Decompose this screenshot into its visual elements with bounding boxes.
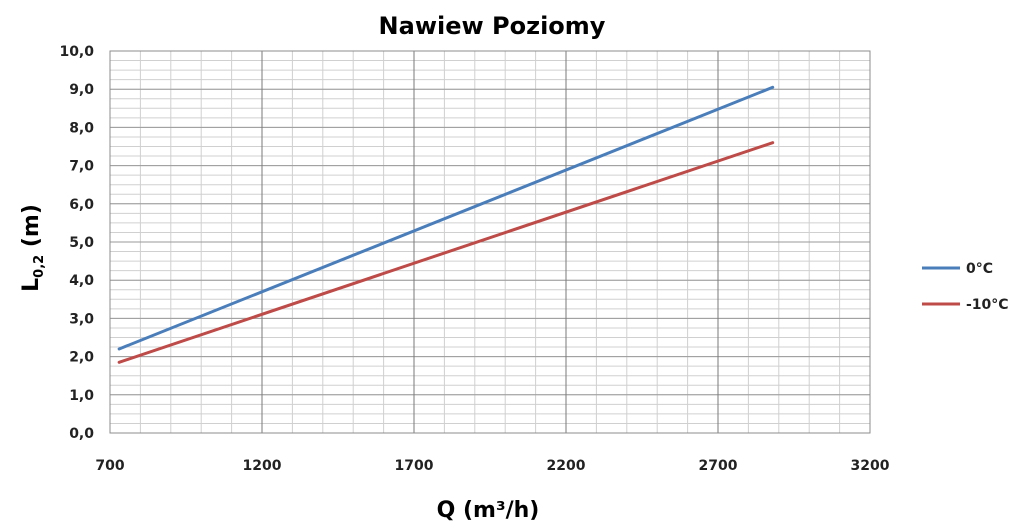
x-tick-label: 1200 (243, 458, 282, 474)
series-line (117, 141, 775, 364)
legend-label: -10°C (966, 297, 1009, 313)
x-tick-label: 2200 (547, 458, 586, 474)
y-axis-title: L0,2 (m) (19, 204, 47, 292)
y-axis-title-sub: 0,2 (32, 255, 47, 278)
legend-label: 0°C (966, 261, 993, 277)
y-tick-label: 0,0 (69, 426, 94, 442)
x-tick-label: 2700 (699, 458, 738, 474)
y-tick-label: 3,0 (69, 311, 94, 327)
y-tick-label: 5,0 (69, 235, 94, 251)
y-tick-label: 4,0 (69, 273, 94, 289)
y-tick-label: 10,0 (59, 44, 94, 60)
series-lines (117, 85, 775, 364)
y-axis-title-main: L (19, 278, 44, 292)
legend: 0°C -10°C (922, 261, 1009, 313)
y-tick-label: 6,0 (69, 197, 94, 213)
x-axis-title: Q (m³/h) (437, 498, 540, 523)
y-axis-title-unit: (m) (19, 204, 44, 255)
plot-area (109, 50, 871, 434)
y-tick-label: 2,0 (69, 350, 94, 366)
y-axis-ticks: 0,0 1,0 2,0 3,0 4,0 5,0 6,0 7,0 8,0 9,0 10,0 (59, 44, 94, 442)
x-tick-label: 3200 (851, 458, 890, 474)
series-line (117, 85, 775, 351)
chart-title: Nawiew Poziomy (379, 12, 606, 40)
x-axis-ticks: 700 1200 1700 2200 2700 3200 (95, 458, 889, 474)
y-tick-label: 7,0 (69, 159, 94, 175)
x-tick-label: 1700 (395, 458, 434, 474)
y-tick-label: 8,0 (69, 120, 94, 136)
x-tick-label: 700 (95, 458, 124, 474)
y-tick-label: 1,0 (69, 388, 94, 404)
y-tick-label: 9,0 (69, 82, 94, 98)
